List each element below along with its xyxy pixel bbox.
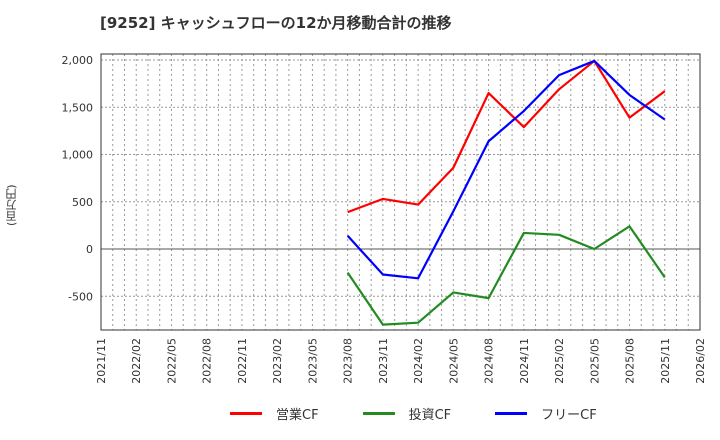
y-tick-label: 1,000	[62, 149, 94, 162]
x-tick-label: 2022/08	[201, 338, 214, 384]
x-tick-label: 2023/02	[271, 338, 284, 384]
y-tick-label: -500	[68, 290, 93, 303]
y-tick-label: 1,500	[62, 101, 94, 114]
series-line	[347, 59, 666, 214]
legend-item-operating-cf: 営業CF	[230, 404, 319, 423]
x-tick-label: 2024/11	[518, 338, 531, 384]
chart-title: [9252] キャッシュフローの12か月移動合計の推移	[100, 14, 452, 32]
legend-label: フリーCF	[541, 408, 597, 423]
x-tick-label: 2022/05	[165, 338, 178, 384]
x-tick-label: 2023/08	[342, 338, 355, 384]
x-tick-label: 2025/02	[553, 338, 566, 384]
x-tick-label: 2024/08	[483, 338, 496, 384]
legend-swatch-green	[362, 412, 395, 415]
y-tick-label: 500	[72, 196, 93, 209]
x-tick-label: 2022/02	[130, 338, 143, 384]
series-line	[346, 59, 666, 280]
legend-label: 営業CF	[276, 408, 319, 423]
legend-item-investing-cf: 投資CF	[362, 404, 452, 423]
legend-swatch-blue	[495, 412, 528, 415]
legend-item-free-cf: フリーCF	[495, 404, 597, 423]
x-tick-label: 2023/11	[377, 338, 390, 384]
x-tick-label: 2021/11	[95, 338, 108, 384]
y-tick-label: 2,000	[62, 54, 94, 67]
series-line	[346, 225, 666, 326]
x-tick-label: 2025/11	[659, 338, 672, 384]
x-tick-label: 2026/02	[694, 338, 707, 384]
legend: 営業CF 投資CF フリーCF	[230, 404, 641, 423]
y-tick-label: 0	[86, 243, 93, 256]
x-tick-label: 2024/05	[447, 338, 460, 384]
x-tick-label: 2025/08	[624, 338, 637, 384]
x-tick-label: 2025/05	[588, 338, 601, 384]
legend-swatch-red	[230, 412, 262, 415]
x-tick-label: 2023/05	[306, 338, 319, 384]
x-tick-label: 2022/11	[236, 338, 249, 384]
legend-label: 投資CF	[408, 408, 452, 423]
x-tick-label: 2024/02	[412, 338, 425, 384]
